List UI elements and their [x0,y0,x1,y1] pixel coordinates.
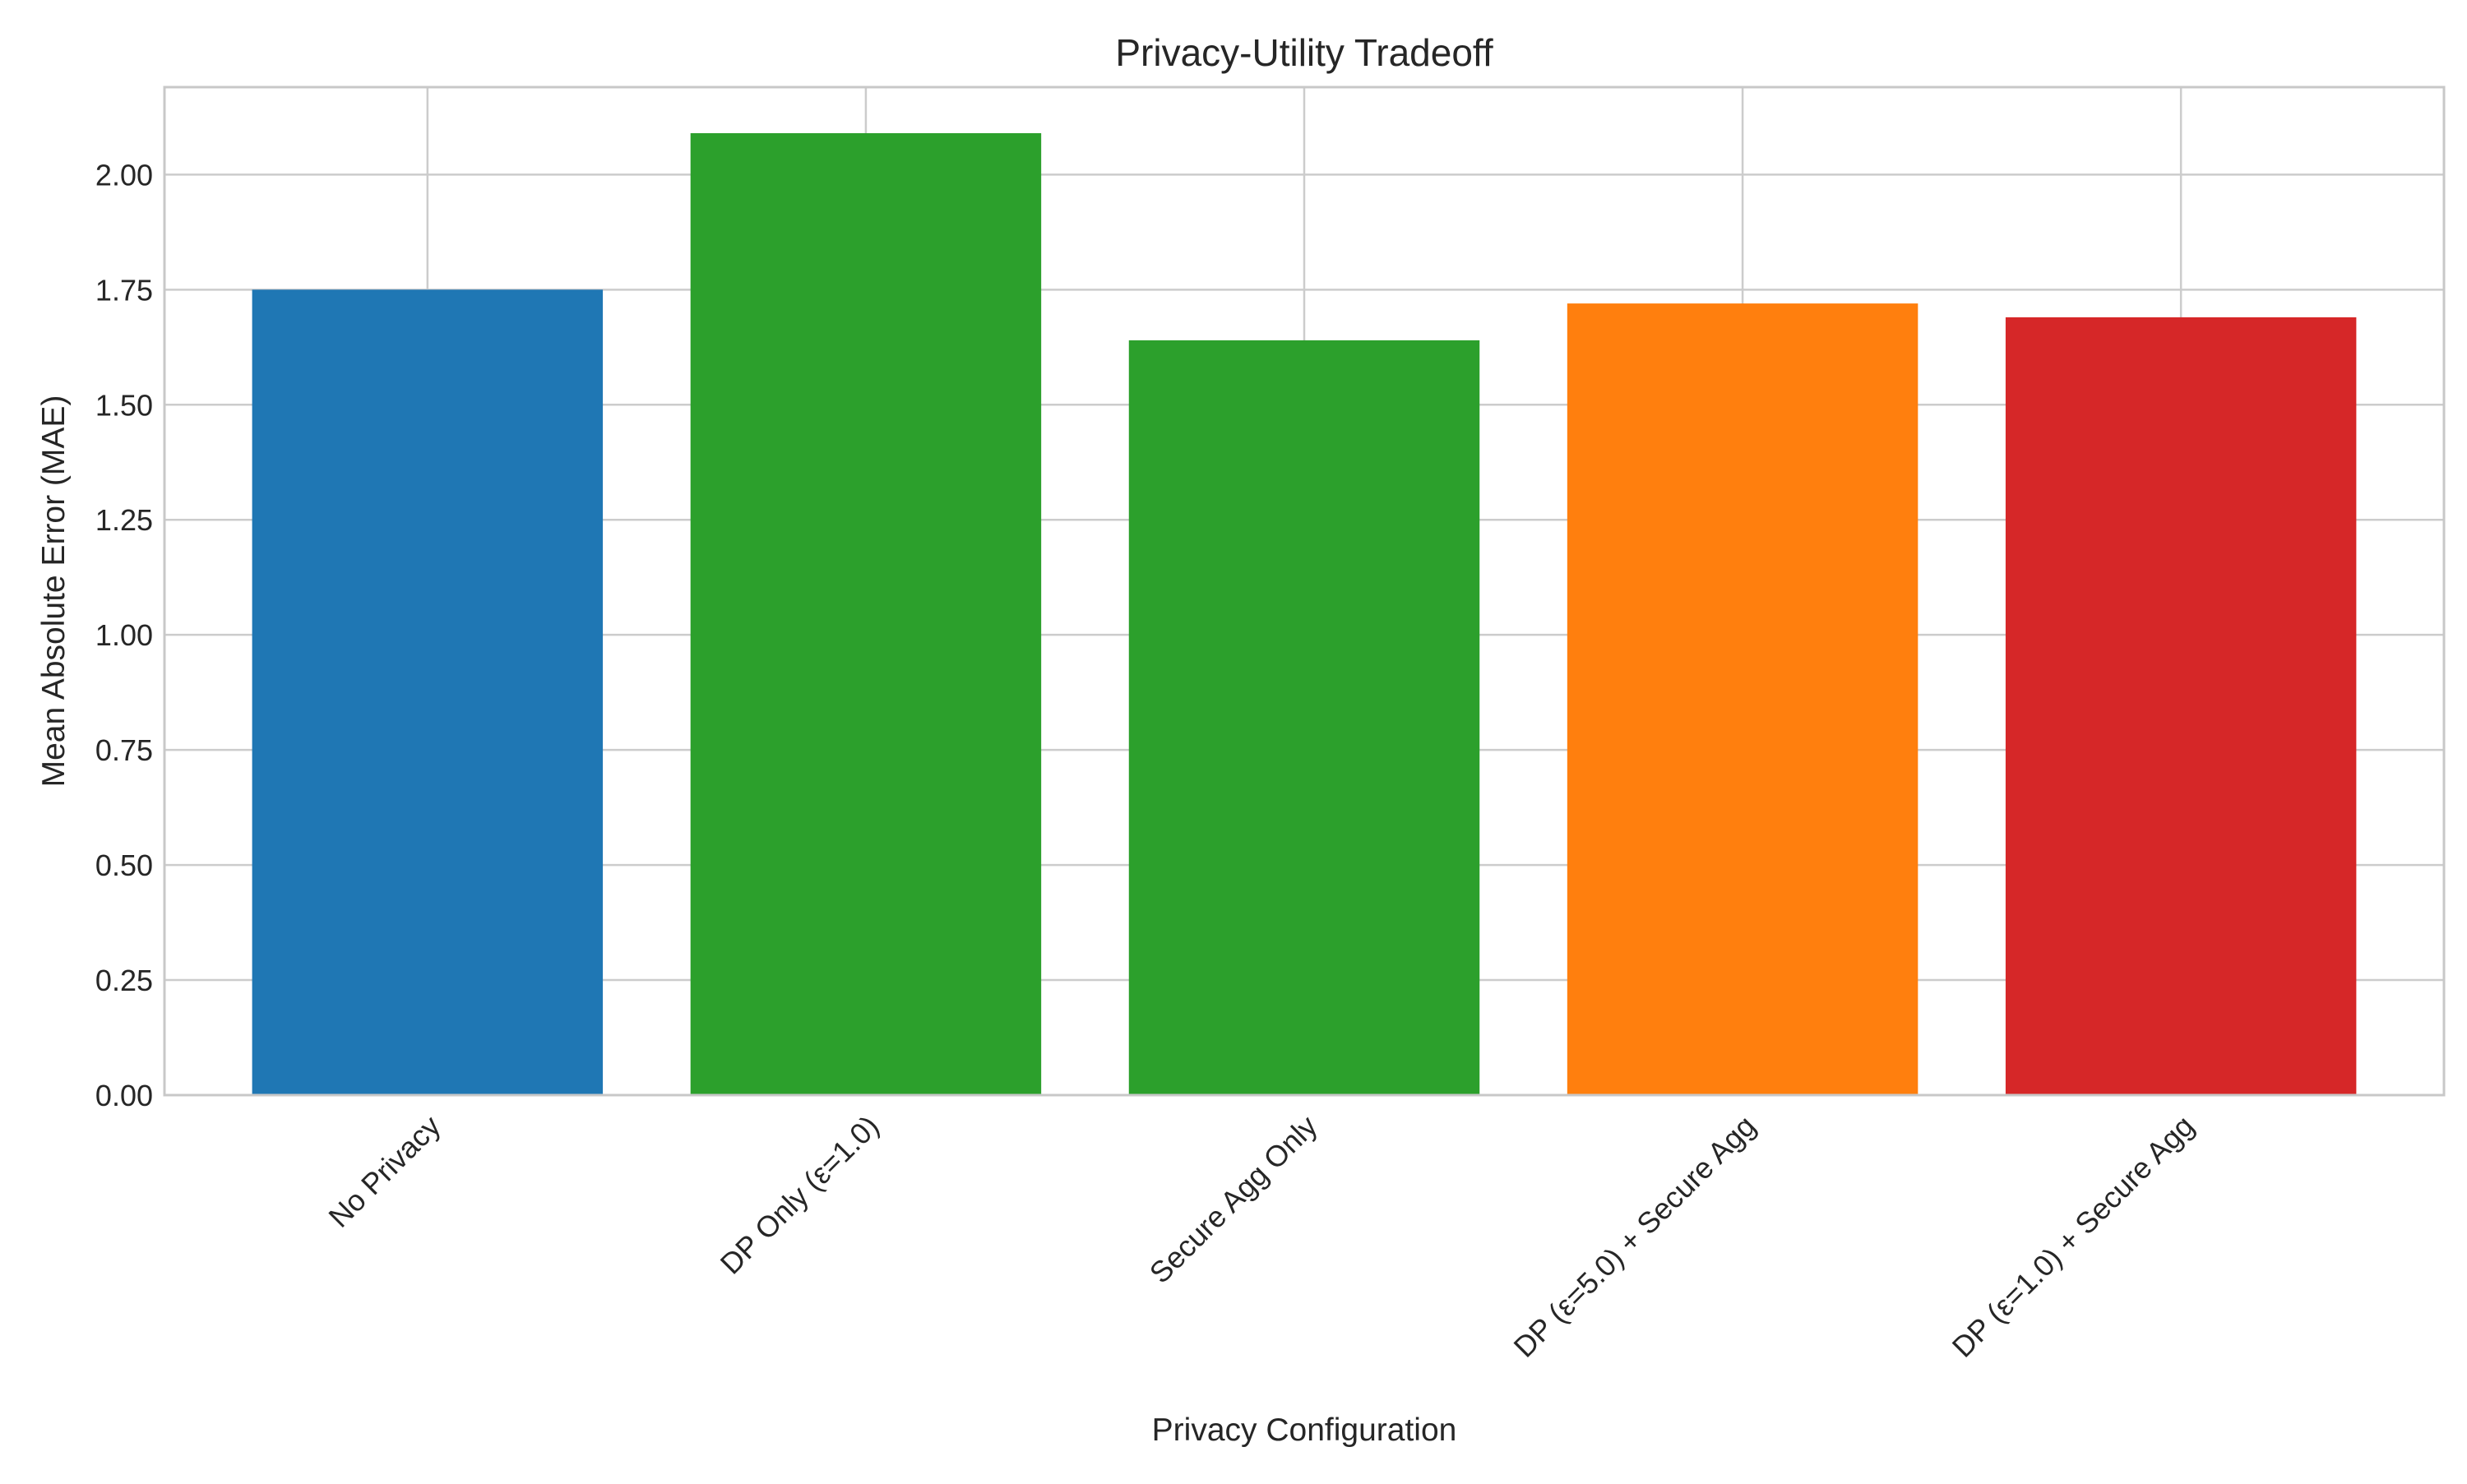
bar [252,289,604,1095]
x-axis-label: Privacy Configuration [1152,1412,1457,1448]
y-tick-label: 0.50 [95,848,153,882]
x-tick-label: Secure Agg Only [1143,1109,1324,1290]
x-axis-ticks: No Privacy DP Only (ε=1.0) Secure Agg Only… [322,1109,2200,1364]
y-tick-label: 0.75 [95,733,153,767]
y-tick-label: 2.00 [95,158,153,192]
y-tick-label: 1.00 [95,618,153,652]
bar [1128,340,1480,1095]
bar [2005,317,2357,1095]
plot-frame [163,86,2446,1097]
bar [1567,303,1919,1096]
y-tick-label: 1.25 [95,503,153,537]
x-tick-label: DP Only (ε=1.0) [714,1109,886,1281]
bar [690,132,1042,1096]
bars [252,132,2357,1096]
chart-title: Privacy-Utility Tradeoff [1115,31,1493,74]
y-axis-ticks: 0.00 0.25 0.50 0.75 1.00 1.25 1.50 1.75 2.00 [95,158,153,1112]
y-tick-label: 0.00 [95,1079,153,1112]
x-tick-label: No Privacy [322,1109,447,1234]
y-tick-label: 1.50 [95,388,153,422]
x-tick-label: DP (ε=5.0) + Secure Agg [1507,1109,1762,1364]
y-tick-label: 1.75 [95,273,153,307]
y-axis-label: Mean Absolute Error (MAE) [36,395,72,788]
x-tick-label: DP (ε=1.0) + Secure Agg [1946,1109,2201,1364]
y-tick-label: 0.25 [95,964,153,997]
